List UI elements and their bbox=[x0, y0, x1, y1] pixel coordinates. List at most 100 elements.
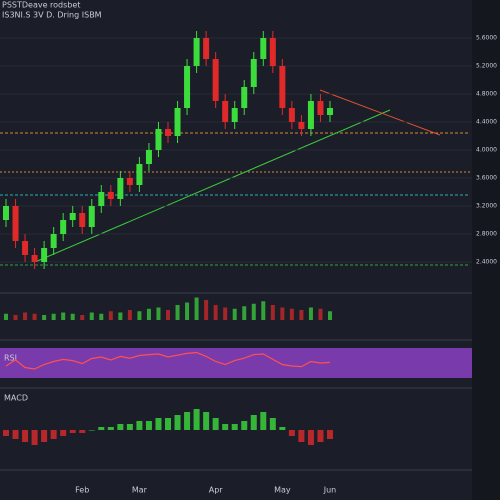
candle-body bbox=[50, 234, 57, 248]
candle-body bbox=[241, 87, 248, 108]
candle-body bbox=[98, 192, 105, 206]
macd-bar bbox=[117, 424, 124, 430]
price-axis bbox=[472, 0, 500, 500]
volume-bar bbox=[80, 315, 85, 320]
macd-bar bbox=[222, 424, 229, 430]
candle-body bbox=[269, 38, 276, 66]
macd-bar bbox=[174, 415, 181, 430]
macd-bar bbox=[107, 427, 114, 430]
candle-body bbox=[288, 108, 295, 122]
volume-bar bbox=[261, 301, 266, 320]
volume-bar bbox=[156, 307, 161, 320]
macd-bar bbox=[50, 430, 57, 439]
volume-bar bbox=[175, 305, 180, 320]
candle-body bbox=[126, 178, 133, 185]
volume-bar bbox=[127, 310, 132, 320]
volume-bar bbox=[32, 313, 37, 320]
chart-subtitle: IS3NI.S 3V D. Dring ISBM bbox=[2, 11, 102, 20]
y-tick-label: 4.8000 bbox=[476, 91, 497, 98]
candle-body bbox=[279, 66, 286, 108]
macd-bar bbox=[231, 424, 238, 430]
y-tick-label: 5.2000 bbox=[476, 63, 497, 70]
macd-bar bbox=[22, 430, 29, 442]
candle-body bbox=[3, 206, 9, 220]
candle-body bbox=[12, 206, 19, 241]
candle-body bbox=[155, 129, 162, 150]
macd-bar bbox=[165, 418, 171, 430]
x-tick-label: Jun bbox=[323, 486, 337, 495]
volume-bar bbox=[166, 310, 170, 320]
macd-bar bbox=[184, 412, 191, 430]
macd-bar bbox=[250, 415, 257, 430]
macd-bar bbox=[98, 427, 105, 430]
macd-bar bbox=[41, 430, 48, 442]
trend-line bbox=[319, 89, 441, 136]
volume-bar bbox=[70, 313, 75, 320]
macd-bar bbox=[69, 430, 76, 433]
macd-bar bbox=[3, 430, 9, 436]
macd-bar bbox=[88, 430, 95, 431]
candle-body bbox=[88, 206, 95, 227]
macd-bar bbox=[145, 421, 152, 430]
volume-bar bbox=[185, 302, 190, 320]
macd-bar bbox=[126, 424, 133, 430]
y-tick-label: 5.6000 bbox=[476, 35, 497, 42]
volume-bar bbox=[308, 307, 313, 320]
candle-body bbox=[317, 101, 324, 115]
volume-bar bbox=[328, 311, 332, 320]
y-tick-label: 2.8000 bbox=[476, 231, 497, 238]
macd-bar bbox=[288, 430, 295, 436]
macd-bar bbox=[317, 430, 324, 442]
volume-bar bbox=[61, 312, 66, 320]
x-tick-label: Apr bbox=[209, 486, 224, 495]
macd-bar bbox=[12, 430, 19, 439]
y-tick-label: 2.4000 bbox=[476, 259, 497, 266]
volume-bar bbox=[137, 311, 142, 320]
candle-body bbox=[41, 248, 48, 262]
candle-body bbox=[298, 122, 305, 129]
volume-bar bbox=[280, 307, 285, 320]
volume-bar bbox=[232, 308, 237, 320]
x-tick-label: May bbox=[274, 486, 291, 495]
volume-bar bbox=[194, 297, 199, 320]
macd-bar bbox=[212, 418, 219, 430]
candle-body bbox=[69, 213, 76, 220]
candle-body bbox=[22, 241, 29, 255]
volume-bar bbox=[89, 312, 94, 320]
volume-bar bbox=[13, 315, 18, 320]
macd-bar bbox=[327, 430, 333, 439]
volume-bar bbox=[213, 305, 218, 320]
macd-bar bbox=[31, 430, 38, 445]
candle-body bbox=[222, 101, 229, 122]
volume-bar bbox=[318, 308, 323, 320]
candle-body bbox=[174, 108, 181, 136]
volume-bar bbox=[108, 311, 113, 320]
macd-bar bbox=[60, 430, 67, 436]
y-tick-label: 3.2000 bbox=[476, 203, 497, 210]
macd-bar bbox=[269, 418, 276, 430]
candle-body bbox=[136, 164, 143, 185]
candle-body bbox=[79, 213, 86, 227]
volume-bar bbox=[118, 312, 123, 320]
macd-bar bbox=[155, 418, 162, 430]
oscillator-line bbox=[5, 351, 331, 370]
volume-bar bbox=[223, 307, 228, 320]
candle-body bbox=[203, 38, 210, 59]
volume-bar bbox=[146, 308, 151, 320]
candle-body bbox=[231, 108, 238, 122]
candle-body bbox=[117, 178, 124, 199]
candle-body bbox=[327, 108, 333, 115]
oscillator-band bbox=[0, 348, 472, 378]
macd-bar bbox=[260, 412, 267, 430]
volume-bar bbox=[299, 310, 304, 320]
trend-line bbox=[34, 109, 391, 263]
candle-body bbox=[165, 129, 171, 136]
x-tick-label: Mar bbox=[132, 486, 148, 495]
macd-bar bbox=[241, 421, 248, 430]
volume-bar bbox=[242, 306, 247, 320]
candle-body bbox=[260, 38, 267, 59]
candle-body bbox=[250, 59, 257, 87]
chart-title: PSSTDeave rodsbet bbox=[2, 1, 80, 10]
